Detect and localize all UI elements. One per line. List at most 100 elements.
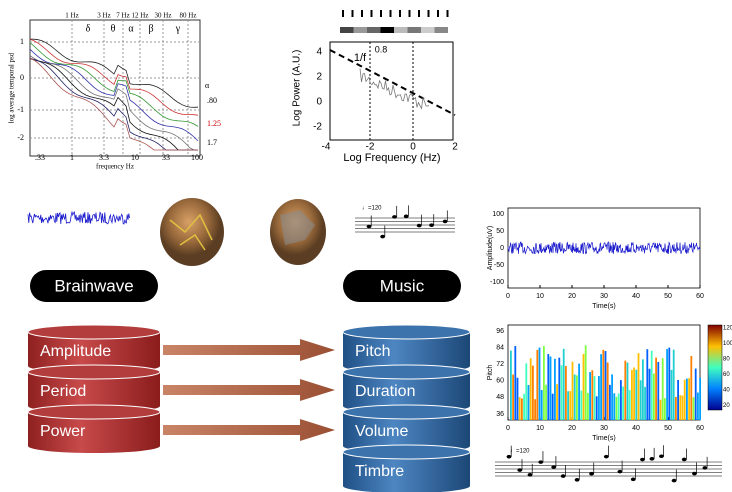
x-axis-label: Time(s) xyxy=(592,435,615,442)
pitch-bar xyxy=(551,393,554,420)
pitch-bar xyxy=(534,399,536,420)
music-cylinder xyxy=(343,452,470,492)
music-cylinder-label: Volume xyxy=(355,423,408,440)
x-tick-label: 30 xyxy=(600,293,608,300)
mapping-arrow xyxy=(163,379,335,401)
barcode xyxy=(427,10,430,17)
barcode xyxy=(351,10,354,17)
pitch-bar xyxy=(525,363,528,420)
brain-overlay xyxy=(169,213,213,251)
pitch-bar xyxy=(683,379,686,420)
pitch-bar xyxy=(664,398,666,420)
x-tick-label: 10 xyxy=(536,425,544,432)
x-tick-label: -4 xyxy=(322,142,331,153)
colorbar xyxy=(707,324,723,411)
x-axis-label: Time(s) xyxy=(592,303,615,310)
gray-bar xyxy=(434,27,448,33)
pill xyxy=(30,270,158,302)
freq-label: 7 Hz xyxy=(116,12,129,20)
pitch-bar xyxy=(657,361,660,420)
pitch-bar xyxy=(527,385,530,420)
barcode xyxy=(418,10,420,17)
side-label: α xyxy=(205,81,210,90)
note xyxy=(527,472,533,477)
barcode xyxy=(342,10,344,17)
pitch-bar xyxy=(523,393,525,420)
y-tick-label: -1 xyxy=(17,105,24,114)
note xyxy=(551,465,557,469)
note xyxy=(640,457,645,462)
gray-bar xyxy=(367,27,381,33)
feature-cylinder-top xyxy=(27,364,161,380)
eeg-trace xyxy=(507,241,701,255)
pitch-bar xyxy=(580,390,583,420)
x-axis-label: frequency Hz xyxy=(96,163,134,171)
pitch-bar xyxy=(642,359,644,420)
psd-curve xyxy=(29,57,198,151)
plot-frame xyxy=(329,41,454,141)
psd-curve xyxy=(29,42,199,127)
colorbar-label: 80 xyxy=(723,357,730,363)
note xyxy=(429,223,434,227)
x-tick-label: 50 xyxy=(664,293,672,300)
pitch-bar xyxy=(609,384,611,420)
colorbar-label: 60 xyxy=(723,372,730,378)
pitch-bar xyxy=(635,369,638,420)
y-tick-label: 0 xyxy=(316,97,322,108)
x-tick-label: 0 xyxy=(506,293,510,300)
y-tick-label: 72 xyxy=(496,361,504,368)
exponent-label: 0.8 xyxy=(375,44,388,54)
pitch-bar xyxy=(648,368,651,420)
note xyxy=(617,469,623,474)
x-tick-label: 0 xyxy=(506,425,510,432)
pitch-bar xyxy=(593,376,596,420)
pitch-bar xyxy=(661,358,664,420)
pitch-bar xyxy=(598,376,600,420)
note xyxy=(574,478,580,482)
x-tick-label: 0 xyxy=(410,142,416,153)
music-cylinder-top xyxy=(342,444,471,460)
pitch-bar xyxy=(547,354,550,420)
y-tick-label: 84 xyxy=(496,344,504,351)
pitch-bar xyxy=(646,349,649,420)
y-tick-label: 36 xyxy=(496,411,504,418)
feature-cylinder-label: Power xyxy=(40,423,86,440)
pitch-bar xyxy=(694,368,697,420)
pitch-bar xyxy=(626,362,629,420)
pitch-bar xyxy=(543,345,545,420)
y-tick-label: -2 xyxy=(313,122,322,133)
pitch-bar xyxy=(578,363,580,420)
pitch-bar xyxy=(591,370,594,420)
gray-bar xyxy=(421,27,435,33)
music-label: Music xyxy=(380,276,425,295)
pitch-bar xyxy=(606,362,609,420)
x-tick-label: 100 xyxy=(191,153,203,162)
pitch-bar xyxy=(549,356,552,420)
y-tick-label: 0 xyxy=(500,245,504,252)
colorbar-label: 100 xyxy=(723,341,732,347)
pitch-bar xyxy=(690,355,693,420)
barcode xyxy=(361,10,363,17)
feature-cylinder xyxy=(28,372,160,413)
psd-curve xyxy=(29,38,199,116)
band-label: β xyxy=(148,23,153,34)
band-label: α xyxy=(128,23,134,34)
pitch-bar xyxy=(655,357,657,420)
pitch-bar xyxy=(604,351,607,420)
music-cylinder xyxy=(343,372,470,414)
pitch-bar xyxy=(595,396,598,420)
freq-label: 1 Hz xyxy=(65,12,78,20)
x-tick-label: 60 xyxy=(696,425,704,432)
brain-overlay xyxy=(280,210,315,245)
pitch-bar xyxy=(584,345,587,420)
pitch-bar xyxy=(639,380,642,420)
x-axis-label: Log Frequency (Hz) xyxy=(343,152,440,164)
pitch-bar xyxy=(532,365,534,420)
x-tick-label: -2 xyxy=(366,142,375,153)
x-tick-label: 3.3 xyxy=(99,153,109,162)
pitch-bar xyxy=(538,347,541,420)
y-tick-label: 60 xyxy=(496,378,504,385)
y-tick-label: 100 xyxy=(492,211,504,218)
gray-bar xyxy=(353,27,367,33)
y-axis-label: Log Power (A.U.) xyxy=(292,50,303,127)
